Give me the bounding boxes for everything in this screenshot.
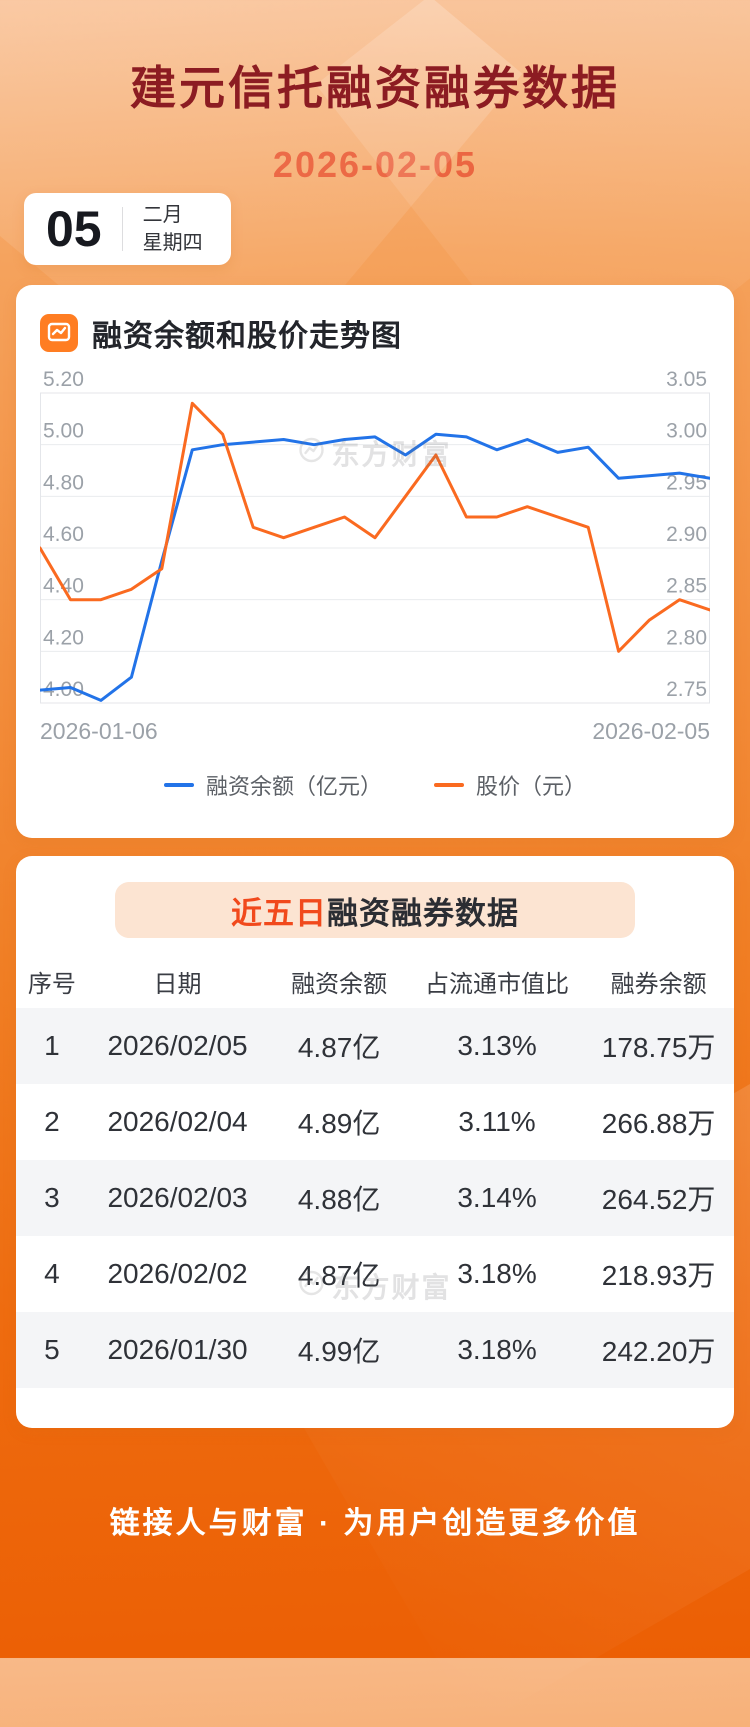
table-row: 1 2026/02/05 4.87亿 3.13% 178.75万: [16, 1008, 734, 1084]
table-cell: 2026/02/05: [107, 1030, 248, 1061]
table-column-header: 序号: [27, 970, 76, 998]
footer-slogan: 链接人与财富 · 为用户创造更多价值: [109, 1507, 641, 1540]
table-cell: 4.87亿: [297, 1260, 381, 1291]
table-row: 4 2026/02/02 4.87亿 3.18% 218.93万: [16, 1236, 734, 1312]
table-cell: 4.99亿: [297, 1336, 381, 1367]
table-cell: 3: [44, 1182, 60, 1213]
table-cell: 4: [44, 1258, 60, 1289]
table-cell: 3.14%: [457, 1182, 537, 1213]
page-title: 建元信托融资融券数据: [130, 62, 620, 114]
legend-label: 融资余额（亿元）: [205, 774, 382, 799]
x-axis-labels: 2026-01-06 2026-02-05: [40, 718, 710, 745]
table-cell: 3.18%: [457, 1334, 537, 1365]
table-column-header: 融资余额: [291, 970, 388, 998]
svg-text:4.80: 4.80: [43, 471, 84, 494]
table-cell: 264.52万: [601, 1184, 716, 1215]
table-cell: 3.13%: [457, 1030, 537, 1061]
legend-label: 股价（元）: [476, 774, 587, 799]
table-column-header: 融券余额: [610, 970, 707, 998]
table-title-rest: 融资融券数据: [327, 895, 519, 931]
svg-text:3.05: 3.05: [666, 368, 707, 391]
table-cell: 266.88万: [601, 1108, 716, 1139]
date-weekday: 星期四: [142, 231, 203, 254]
legend-marker: [163, 783, 194, 787]
table-cell: 2026/01/30: [107, 1334, 248, 1365]
svg-text:3.00: 3.00: [666, 420, 707, 443]
table-cell: 4.88亿: [297, 1184, 381, 1215]
table-column-header: 占流通市值比: [425, 970, 570, 998]
svg-text:2.85: 2.85: [666, 575, 707, 598]
trend-chart-card: 融资余额和股价走势图 东方财富 5.20 3.05 5.00 3.00 4.80 2.95…: [16, 285, 734, 838]
table-cell: 178.75万: [601, 1032, 716, 1063]
svg-text:5.20: 5.20: [43, 368, 84, 391]
chart-legend: 融资余额（亿元） 股价（元）: [40, 769, 710, 801]
svg-text:4.60: 4.60: [43, 523, 84, 546]
table-row: 3 2026/02/03 4.88亿 3.14% 264.52万: [16, 1160, 734, 1236]
trend-chart-svg: 5.20 3.055.00 3.004.80 2.954.60 2.904.40 2.85…: [38, 368, 712, 704]
date-divider: [121, 207, 123, 251]
svg-text:2.80: 2.80: [666, 626, 707, 649]
date-month: 二月: [142, 203, 183, 226]
table-cell: 5: [44, 1334, 60, 1365]
date-day: 05: [46, 201, 102, 257]
chart-area: 东方财富 5.20 3.05 5.00 3.00 4.80 2.95 4.60 2.90 4.4…: [38, 367, 712, 801]
svg-text:4.20: 4.20: [43, 626, 84, 649]
svg-text:2.75: 2.75: [666, 678, 707, 701]
legend-item: 股价（元）: [434, 769, 586, 801]
table-cell: 2026/02/02: [107, 1258, 248, 1289]
table-cell: 1: [44, 1030, 60, 1061]
table-column-header: 日期: [153, 970, 202, 998]
chart-title: 融资余额和股价走势图: [92, 320, 402, 353]
table-cell: 3.11%: [458, 1106, 536, 1137]
legend-marker: [434, 783, 464, 787]
table-row: 2 2026/02/04 4.89亿 3.11% 266.88万: [16, 1084, 734, 1160]
table-cell: 4.87亿: [297, 1032, 381, 1063]
date-meta: 二月 星期四: [143, 203, 203, 256]
table-cell: 3.18%: [457, 1258, 537, 1289]
table-body: 1 2026/02/05 4.87亿 3.13% 178.75万 2 2026/02/04 4…: [16, 1008, 734, 1388]
table-title-highlight: 近五日: [231, 895, 327, 931]
table-header-row: 序号 日期 融资余额 占流通市值比 融券余额: [16, 954, 734, 1008]
x-axis-end-label: 2026-02-05: [592, 718, 710, 744]
five-day-table: 序号 日期 融资余额 占流通市值比 融券余额 1 2026/02/05 4.87亿 3.13%…: [16, 954, 734, 1388]
date-card: 05 二月 星期四: [24, 193, 231, 265]
line-chart-icon: [40, 314, 78, 352]
table-cell: 2026/02/04: [107, 1106, 248, 1137]
table-row: 5 2026/01/30 4.99亿 3.18% 242.20万: [16, 1312, 734, 1388]
x-axis-start-label: 2026-01-06: [40, 718, 158, 744]
svg-text:2.90: 2.90: [666, 523, 707, 546]
table-cell: 4.89亿: [297, 1108, 381, 1139]
table-title-band: 近五日 融资融券数据: [115, 882, 635, 938]
table-wrap: 东方财富 序号 日期 融资余额 占流通市值比 融券余额 1 2026/02/05 4.87亿…: [16, 954, 734, 1388]
table-cell: 2: [44, 1106, 60, 1137]
chart-title-row: 融资余额和股价走势图: [40, 311, 710, 355]
five-day-data-card: 近五日 融资融券数据 东方财富 序号 日期 融资余额 占流通市值比 融券余额 1 2026…: [16, 856, 734, 1428]
table-cell: 2026/02/03: [107, 1182, 248, 1213]
table-cell: 218.93万: [601, 1260, 716, 1291]
legend-item: 融资余额（亿元）: [163, 769, 382, 801]
header-date: 2026-02-05: [272, 144, 478, 185]
table-cell: 242.20万: [601, 1336, 716, 1367]
svg-text:5.00: 5.00: [43, 420, 84, 443]
